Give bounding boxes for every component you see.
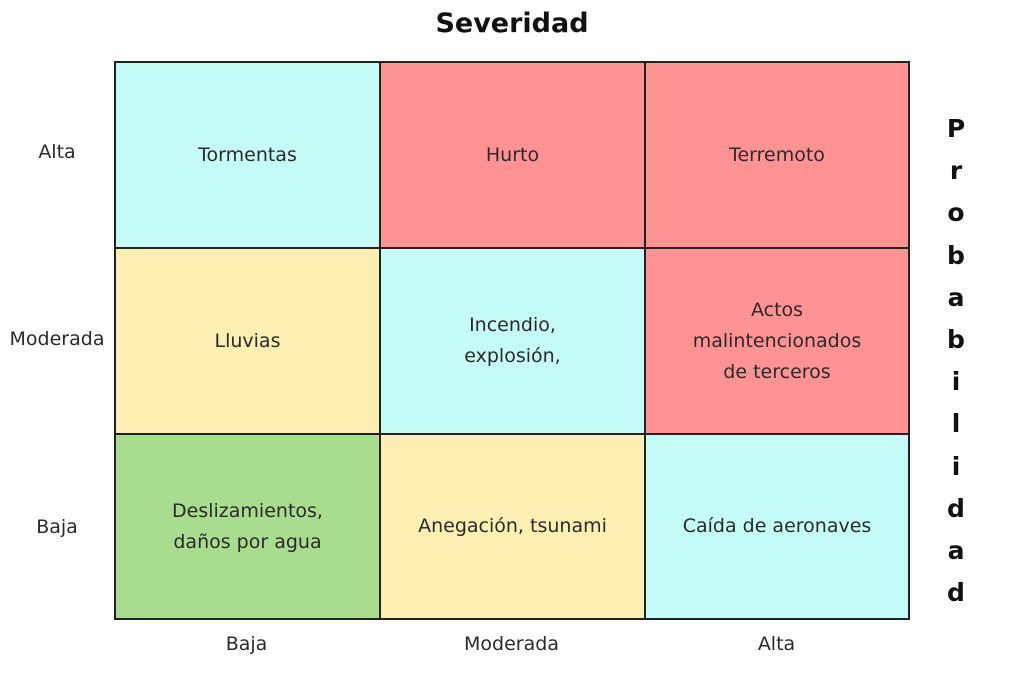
chart-title: Severidad (435, 8, 589, 39)
cell-label: Hurto (485, 143, 540, 166)
cell-label: Tormentas (198, 143, 297, 166)
row-label-alta: Alta (38, 141, 76, 163)
row-label-baja: Baja (36, 516, 78, 538)
matrix-cell-moderada-baja: Lluvias (116, 249, 381, 435)
y-axis-title-letter: d (947, 578, 965, 608)
matrix-cell-moderada-alta: Actos malintencionados de terceros (646, 249, 908, 435)
y-axis-title-letter: i (951, 451, 961, 481)
matrix-cell-alta-alta: Terremoto (646, 63, 908, 249)
y-axis-title-letter: b (947, 325, 965, 355)
cell-label: Terremoto (729, 143, 825, 166)
y-axis-title-letter: a (947, 536, 965, 566)
cell-label: Lluvias (214, 329, 281, 352)
y-axis-title-letter: P (946, 114, 966, 143)
cell-label: Actos malintencionados de terceros (692, 298, 862, 383)
cell-label: Deslizamientos, daños por agua (172, 499, 323, 553)
risk-matrix: Tormentas Hurto Terremoto Lluvias Incend… (114, 61, 910, 620)
matrix-cell-alta-moderada: Hurto (381, 63, 646, 249)
col-label-baja: Baja (225, 633, 268, 655)
y-axis-title-letter: r (949, 156, 963, 186)
y-axis-title-letter: b (947, 240, 965, 270)
matrix-cell-alta-baja: Tormentas (116, 63, 381, 249)
matrix-cell-moderada-moderada: Incendio, explosión, (381, 249, 646, 435)
cell-label: Incendio, explosión, (464, 314, 561, 367)
y-axis-title-letter: l (951, 409, 961, 439)
matrix-cell-baja-baja: Deslizamientos, daños por agua (116, 435, 381, 618)
y-axis-title-letter: d (947, 493, 965, 523)
matrix-cell-baja-moderada: Anegación, tsunami (381, 435, 646, 618)
y-axis-title-letter: o (947, 198, 965, 228)
y-axis-title-letter: a (947, 282, 965, 312)
row-label-moderada: Moderada (9, 328, 105, 350)
cell-label: Caída de aeronaves (682, 515, 872, 537)
cell-label: Anegación, tsunami (418, 515, 607, 537)
col-label-moderada: Moderada (464, 633, 559, 655)
matrix-cell-baja-alta: Caída de aeronaves (646, 435, 908, 618)
col-label-alta: Alta (757, 633, 796, 655)
y-axis-title-letter: i (951, 367, 961, 397)
